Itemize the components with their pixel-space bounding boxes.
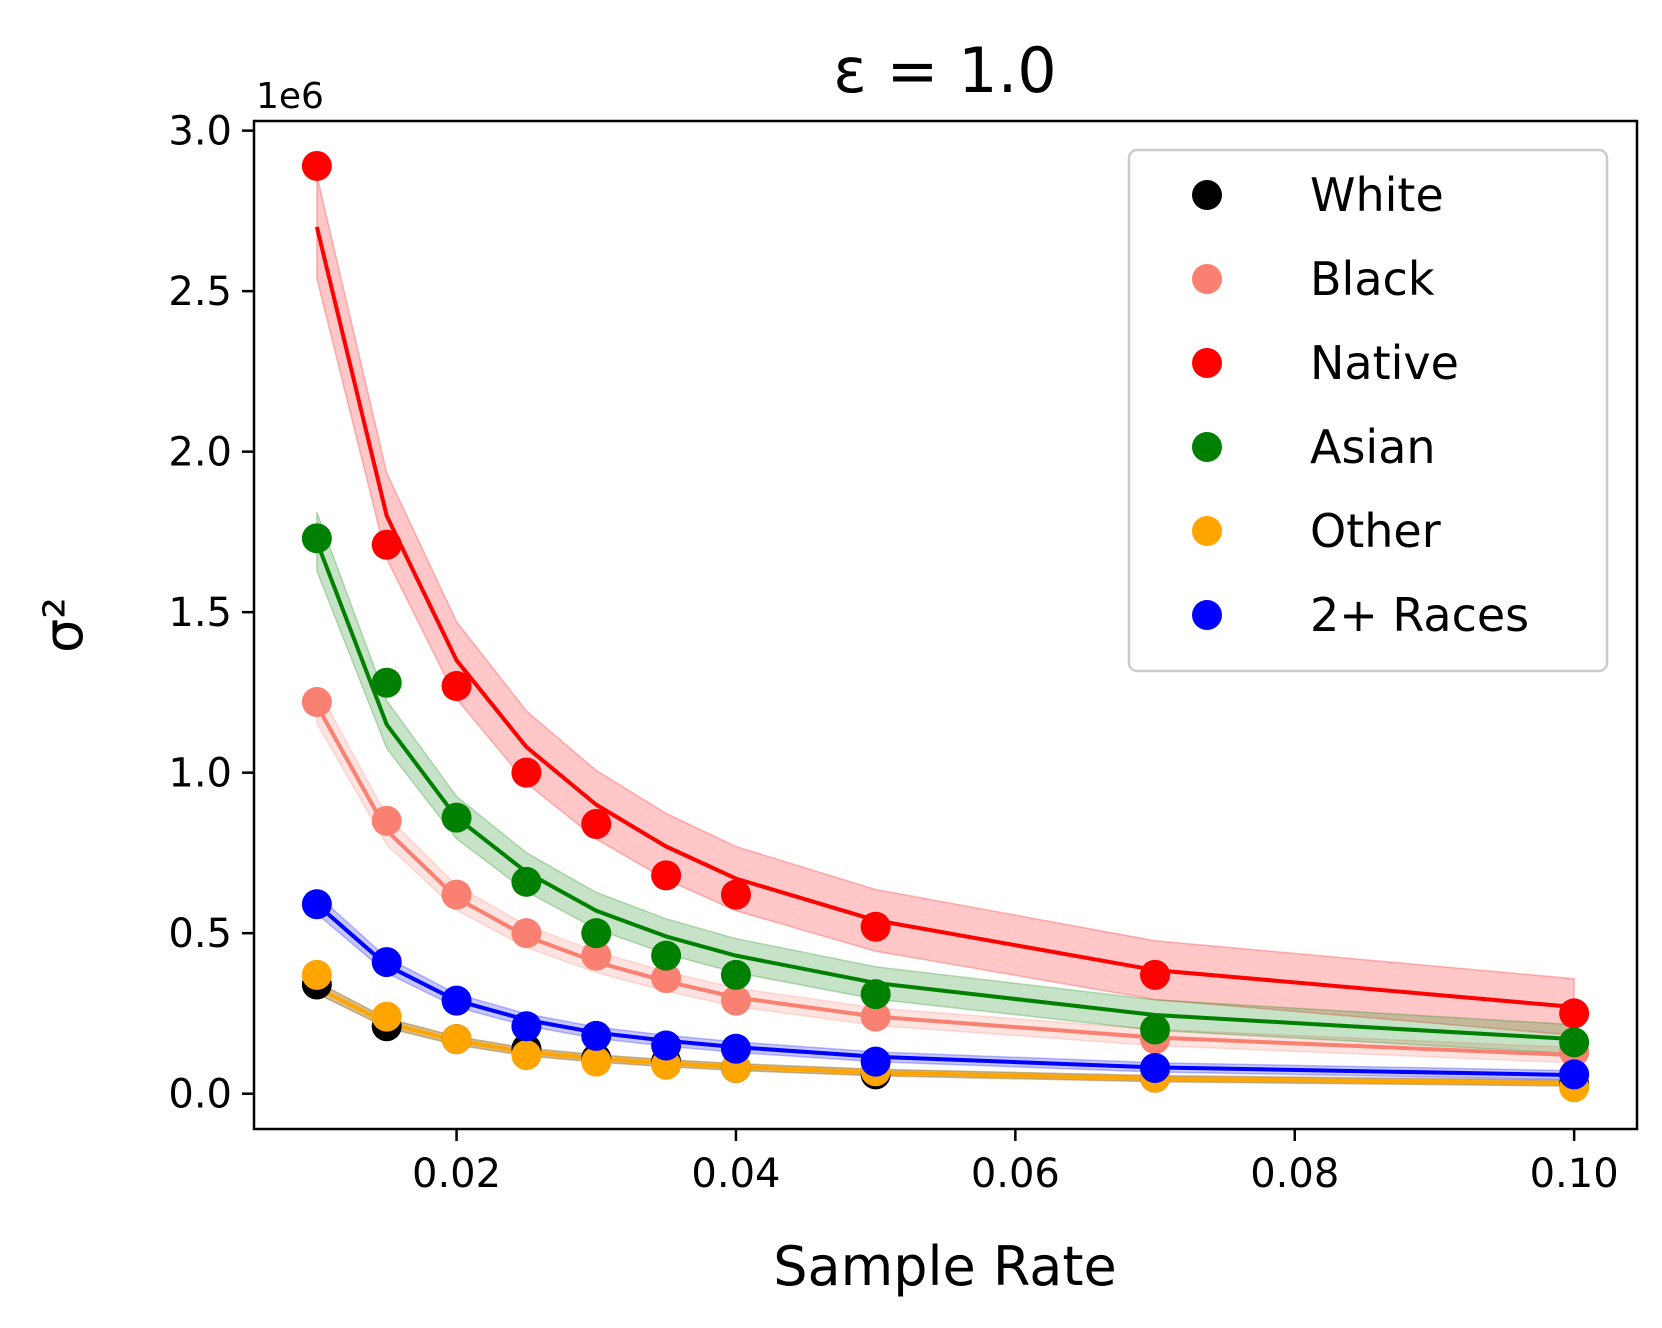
x-tick-label: 0.08 xyxy=(1250,1151,1339,1197)
point-other xyxy=(441,1024,472,1055)
legend-label-white: White xyxy=(1310,168,1444,222)
legend-label-native: Native xyxy=(1310,336,1459,390)
point-asian xyxy=(301,523,332,554)
legend-label-2-races: 2+ Races xyxy=(1310,588,1529,642)
point-asian xyxy=(720,959,751,990)
y-scale-label: 1e6 xyxy=(256,76,324,117)
point-asian xyxy=(860,979,891,1010)
y-axis: 0.0 0.5 1.0 1.5 2.0 2.5 3.0 xyxy=(168,109,254,1118)
point-2-races xyxy=(301,889,332,920)
point-asian xyxy=(511,866,542,897)
fit-line-2-races xyxy=(315,902,1575,1078)
point-other xyxy=(511,1040,542,1071)
legend-marker-other xyxy=(1192,516,1222,546)
point-native xyxy=(511,757,542,788)
point-asian xyxy=(651,940,682,971)
point-native xyxy=(651,860,682,891)
x-tick-label: 0.02 xyxy=(412,1151,501,1197)
point-2-races xyxy=(720,1033,751,1064)
point-black xyxy=(301,687,332,718)
point-2-races xyxy=(511,1011,542,1042)
point-native xyxy=(720,879,751,910)
y-axis-label: σ² xyxy=(32,597,95,653)
point-black xyxy=(720,985,751,1016)
point-black xyxy=(581,940,612,971)
point-asian xyxy=(441,802,472,833)
point-native xyxy=(441,670,472,701)
point-2-races xyxy=(1140,1053,1171,1084)
point-2-races xyxy=(1559,1059,1590,1090)
y-tick-label: 1.5 xyxy=(168,590,232,636)
y-tick-label: 2.5 xyxy=(168,269,232,315)
legend-marker-black xyxy=(1192,264,1222,294)
legend-marker-native xyxy=(1192,348,1222,378)
legend-marker-white xyxy=(1192,180,1222,210)
point-2-races xyxy=(651,1030,682,1061)
point-black xyxy=(371,805,402,836)
point-black xyxy=(860,1001,891,1032)
plot-frame xyxy=(252,119,1639,1131)
point-native xyxy=(581,809,612,840)
point-asian xyxy=(1559,1027,1590,1058)
point-other xyxy=(371,1001,402,1032)
point-black xyxy=(651,963,682,994)
point-native xyxy=(371,529,402,560)
fit-lines xyxy=(314,226,1575,1086)
point-native xyxy=(1140,959,1171,990)
fit-line-other xyxy=(315,985,1575,1086)
point-native xyxy=(301,150,332,181)
legend-marker-asian xyxy=(1192,432,1222,462)
y-tick-label: 3.0 xyxy=(168,109,232,155)
point-other xyxy=(581,1046,612,1077)
data-points xyxy=(301,150,1590,1103)
point-2-races xyxy=(581,1020,612,1051)
y-tick-label: 0.0 xyxy=(168,1072,232,1118)
legend-marker-2-races xyxy=(1192,600,1222,630)
fit-line-native xyxy=(314,226,1575,1010)
legend: White Black Native Asian Other 2+ Races xyxy=(1127,148,1609,673)
fit-line-black xyxy=(315,704,1575,1058)
point-asian xyxy=(581,918,612,949)
x-tick-label: 0.06 xyxy=(971,1151,1060,1197)
point-other xyxy=(301,959,332,990)
x-axis: 0.02 0.04 0.06 0.08 0.10 xyxy=(412,1129,1619,1197)
legend-label-black: Black xyxy=(1310,252,1435,306)
point-native xyxy=(860,911,891,942)
point-2-races xyxy=(441,985,472,1016)
x-tick-label: 0.04 xyxy=(691,1151,780,1197)
legend-box xyxy=(1127,148,1609,673)
x-tick-label: 0.10 xyxy=(1530,1151,1619,1197)
point-2-races xyxy=(860,1046,891,1077)
legend-label-other: Other xyxy=(1310,504,1441,558)
point-asian xyxy=(1140,1014,1171,1045)
chart-title: ε = 1.0 xyxy=(833,34,1056,107)
y-tick-label: 0.5 xyxy=(168,911,232,957)
point-black xyxy=(511,918,542,949)
point-asian xyxy=(371,667,402,698)
y-tick-label: 2.0 xyxy=(168,430,232,476)
point-native xyxy=(1559,998,1590,1029)
y-tick-label: 1.0 xyxy=(168,751,232,797)
x-axis-label: Sample Rate xyxy=(773,1235,1116,1298)
point-black xyxy=(441,879,472,910)
point-2-races xyxy=(371,947,402,978)
legend-label-asian: Asian xyxy=(1310,420,1436,474)
fit-line-asian xyxy=(314,540,1575,1042)
